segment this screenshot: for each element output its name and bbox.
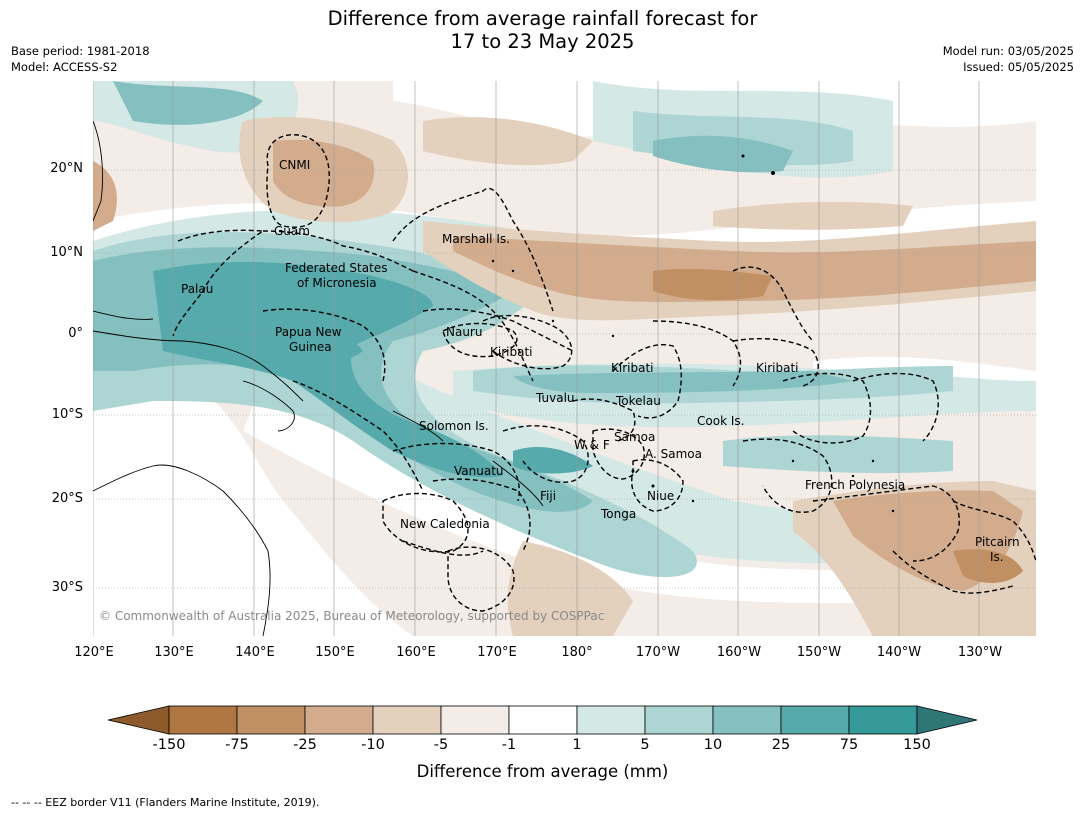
colorbar-label: -75 [225,737,249,753]
colorbar-label: -25 [293,737,317,753]
lon-label-150e: 150°E [315,645,355,660]
colorbar-segment [168,705,238,735]
lon-label-180: 180° [561,645,593,660]
base-period: Base period: 1981-2018 [11,44,150,58]
meta-left: Base period: 1981-2018 Model: ACCESS-S2 [11,43,150,75]
colorbar-segment [508,705,578,735]
lat-label-0: 0° [68,326,83,341]
model-name: Model: ACCESS-S2 [11,60,118,74]
lat-label-20n: 20°N [50,161,83,176]
meta-right: Model run: 03/05/2025 Issued: 05/05/2025 [943,43,1074,75]
colorbar-segment [304,705,374,735]
colorbar-label: 5 [640,737,650,753]
colorbar-label: 25 [771,737,791,753]
colorbar-extend-low [107,705,170,735]
colorbar-segment [848,705,918,735]
eez-borders [172,134,1036,612]
islands [491,154,895,513]
lon-label-160w: 160°W [716,645,762,660]
lat-label-30s: 30°S [51,580,83,595]
issued-date: Issued: 05/05/2025 [963,60,1074,74]
colorbar-segment [236,705,306,735]
colorbar-segment [780,705,850,735]
lat-label-10s: 10°S [51,407,83,422]
colorbar-title: Difference from average (mm) [416,762,669,781]
lon-label-160e: 160°E [396,645,436,660]
lat-label-20s: 20°S [51,491,83,506]
colorbar-label: 10 [703,737,723,753]
coastlines [93,120,544,636]
colorbar-segment [576,705,646,735]
lon-label-140e: 140°E [235,645,275,660]
colorbar-label: -5 [433,737,449,753]
colorbar-label: -10 [361,737,385,753]
graticule [93,81,1036,636]
colorbar-segment [440,705,510,735]
map-title: Difference from average rainfall forecas… [0,7,1085,53]
colorbar-label: -150 [152,737,186,753]
colorbar-label: 1 [572,737,582,753]
lon-label-120e: 120°E [74,645,114,660]
lon-label-170e: 170°E [477,645,517,660]
title-line-1: Difference from average rainfall forecas… [327,7,758,30]
title-line-2: 17 to 23 May 2025 [450,30,635,53]
map-svg [93,81,1036,636]
colorbar-extend-high [916,705,978,735]
colorbar-segment [372,705,442,735]
lon-label-130w: 130°W [957,645,1003,660]
rainfall-map [93,81,1036,636]
colorbar-label: 150 [903,737,931,753]
colorbar-label: -1 [501,737,517,753]
lon-label-170w: 170°W [635,645,681,660]
eez-legend-footer: -- -- -- EEZ border V11 (Flanders Marine… [11,796,320,809]
lon-label-130e: 130°E [154,645,194,660]
colorbar-segment [712,705,782,735]
lon-label-140w: 140°W [876,645,922,660]
colorbar-label: 75 [839,737,859,753]
lat-label-10n: 10°N [50,245,83,260]
lon-label-150w: 150°W [796,645,842,660]
colorbar-segment [644,705,714,735]
model-run: Model run: 03/05/2025 [942,44,1074,58]
colorbar [107,705,978,735]
